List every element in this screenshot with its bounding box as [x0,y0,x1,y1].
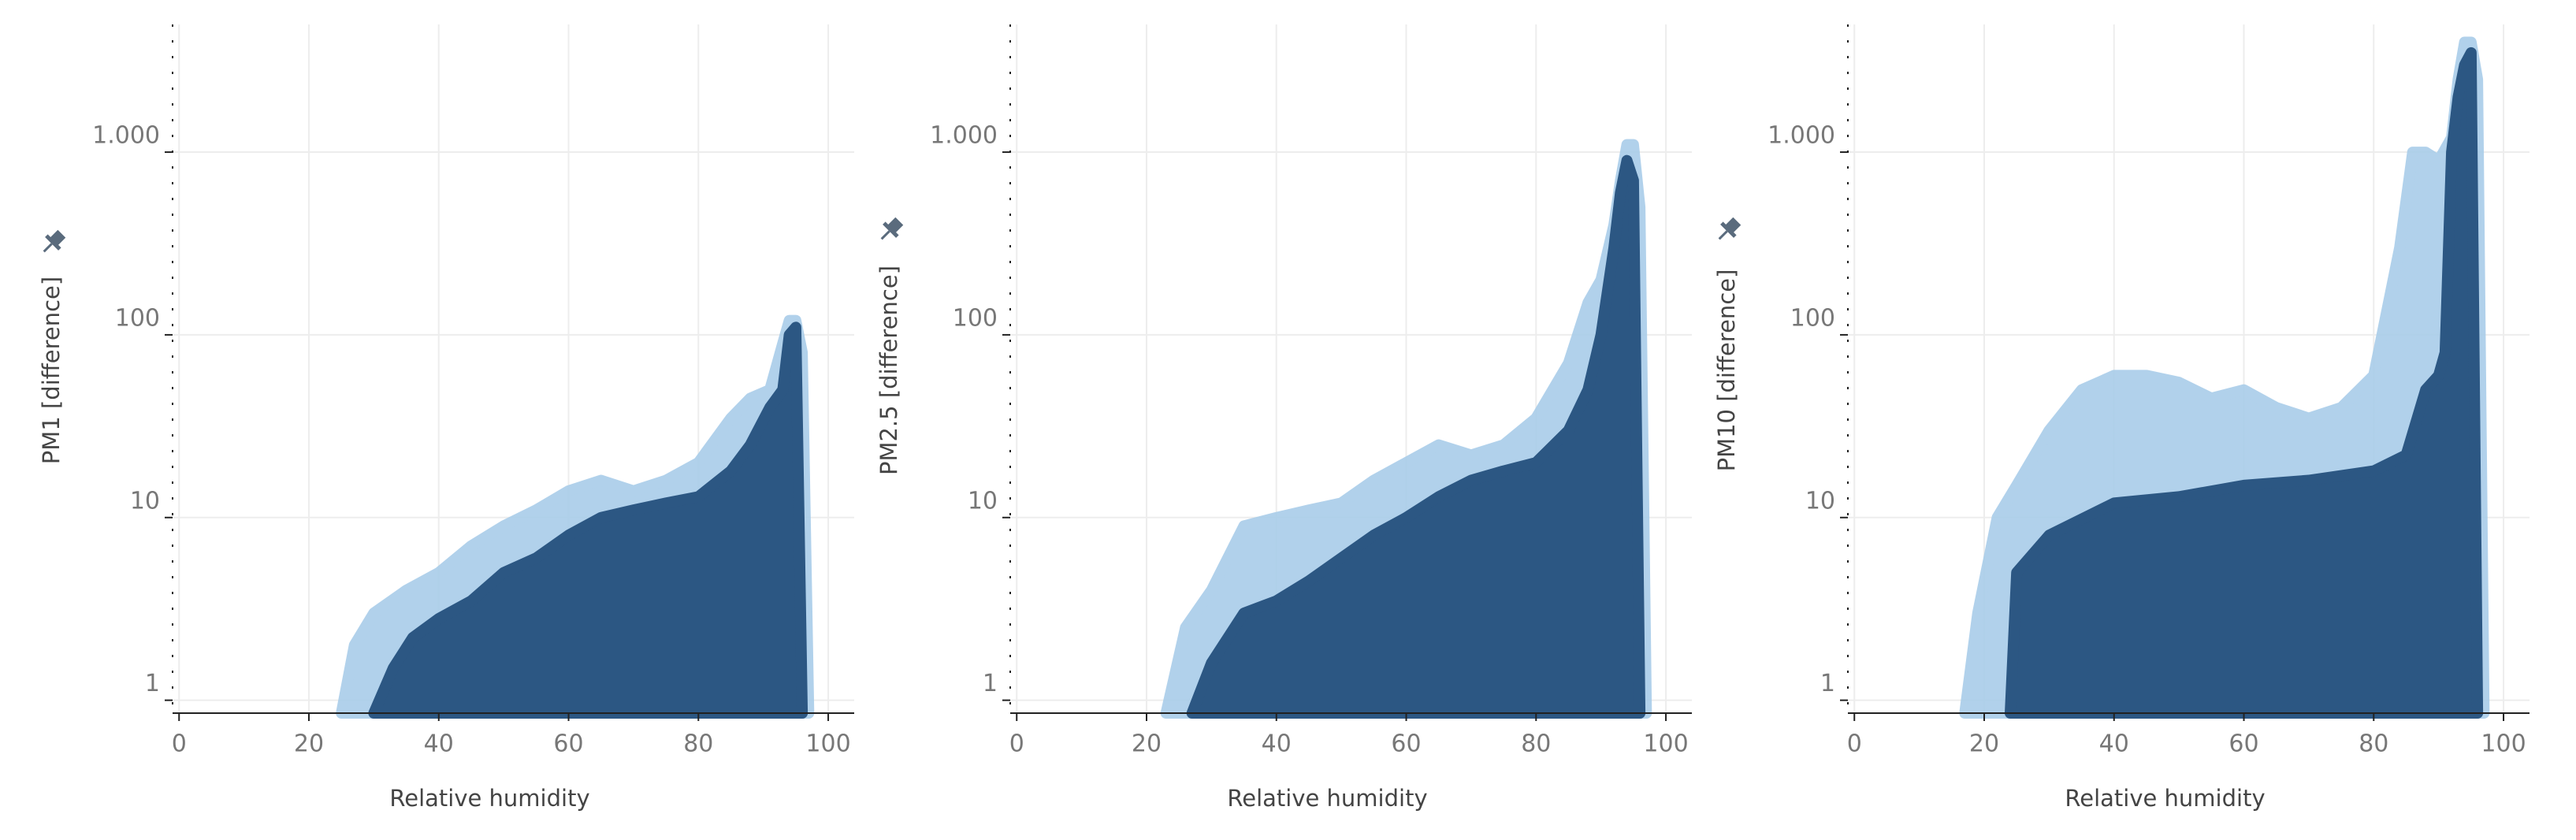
y-tick-label: 10 [130,487,160,515]
y-tick-label: 1.000 [1768,122,1835,150]
x-tick-label: 100 [805,730,850,758]
x-tick-label: 100 [2481,730,2526,758]
pin-base [1720,221,1737,238]
x-tick-label: 20 [294,730,324,758]
x-axis-title: Relative humidity [2065,785,2265,812]
panel: 1 10 100 1.000 0 20 40 60 80 100 Relative humidity… [38,24,854,812]
x-tick-label: 20 [1132,730,1162,758]
x-axis-title: Relative humidity [1227,785,1427,812]
y-tick-label: 10 [968,487,998,515]
x-tick-label: 0 [1847,730,1862,758]
x-tick-label: 80 [1521,730,1551,758]
y-tick-label: 1 [1820,670,1835,697]
y-tick-label: 100 [115,304,160,332]
x-tick-label: 60 [1391,730,1421,758]
x-tick-label: 20 [1969,730,1999,758]
density-area [2005,46,2484,719]
y-axis-title: PM2.5 [difference] [875,266,902,475]
x-tick-label: 80 [2359,730,2388,758]
pin-needle [43,243,53,253]
panel: 1 10 100 1.000 0 20 40 60 80 100 Relative humidity… [1713,24,2530,812]
y-tick-label: 1 [983,670,998,697]
y-tick-label: 100 [1790,304,1835,332]
y-tick-label: 1 [145,670,160,697]
pin-icon [880,217,904,240]
x-axis-title: Relative humidity [389,785,589,812]
pin-icon [1718,217,1741,240]
panel: 1 10 100 1.000 0 20 40 60 80 100 Relative humidity… [875,24,1692,812]
pin-needle [1718,230,1728,240]
x-tick-label: 60 [553,730,583,758]
y-axis-title: PM1 [difference] [38,277,65,464]
x-tick-label: 40 [2099,730,2129,758]
x-tick-label: 80 [683,730,713,758]
x-tick-label: 0 [172,730,187,758]
y-tick-label: 1.000 [930,122,998,150]
x-tick-label: 100 [1643,730,1688,758]
x-tick-label: 0 [1009,730,1024,758]
y-tick-label: 10 [1805,487,1835,515]
pin-base [45,234,61,251]
pin-needle [880,230,890,240]
x-tick-label: 40 [1262,730,1292,758]
y-tick-label: 100 [953,304,998,332]
x-tick-label: 40 [424,730,454,758]
pin-base [883,221,899,238]
y-tick-label: 1.000 [92,122,160,150]
y-axis-title: PM10 [difference] [1713,269,1740,472]
pin-icon [43,229,66,253]
x-tick-label: 60 [2228,730,2258,758]
density-area [368,322,808,719]
density-area [1186,154,1646,719]
